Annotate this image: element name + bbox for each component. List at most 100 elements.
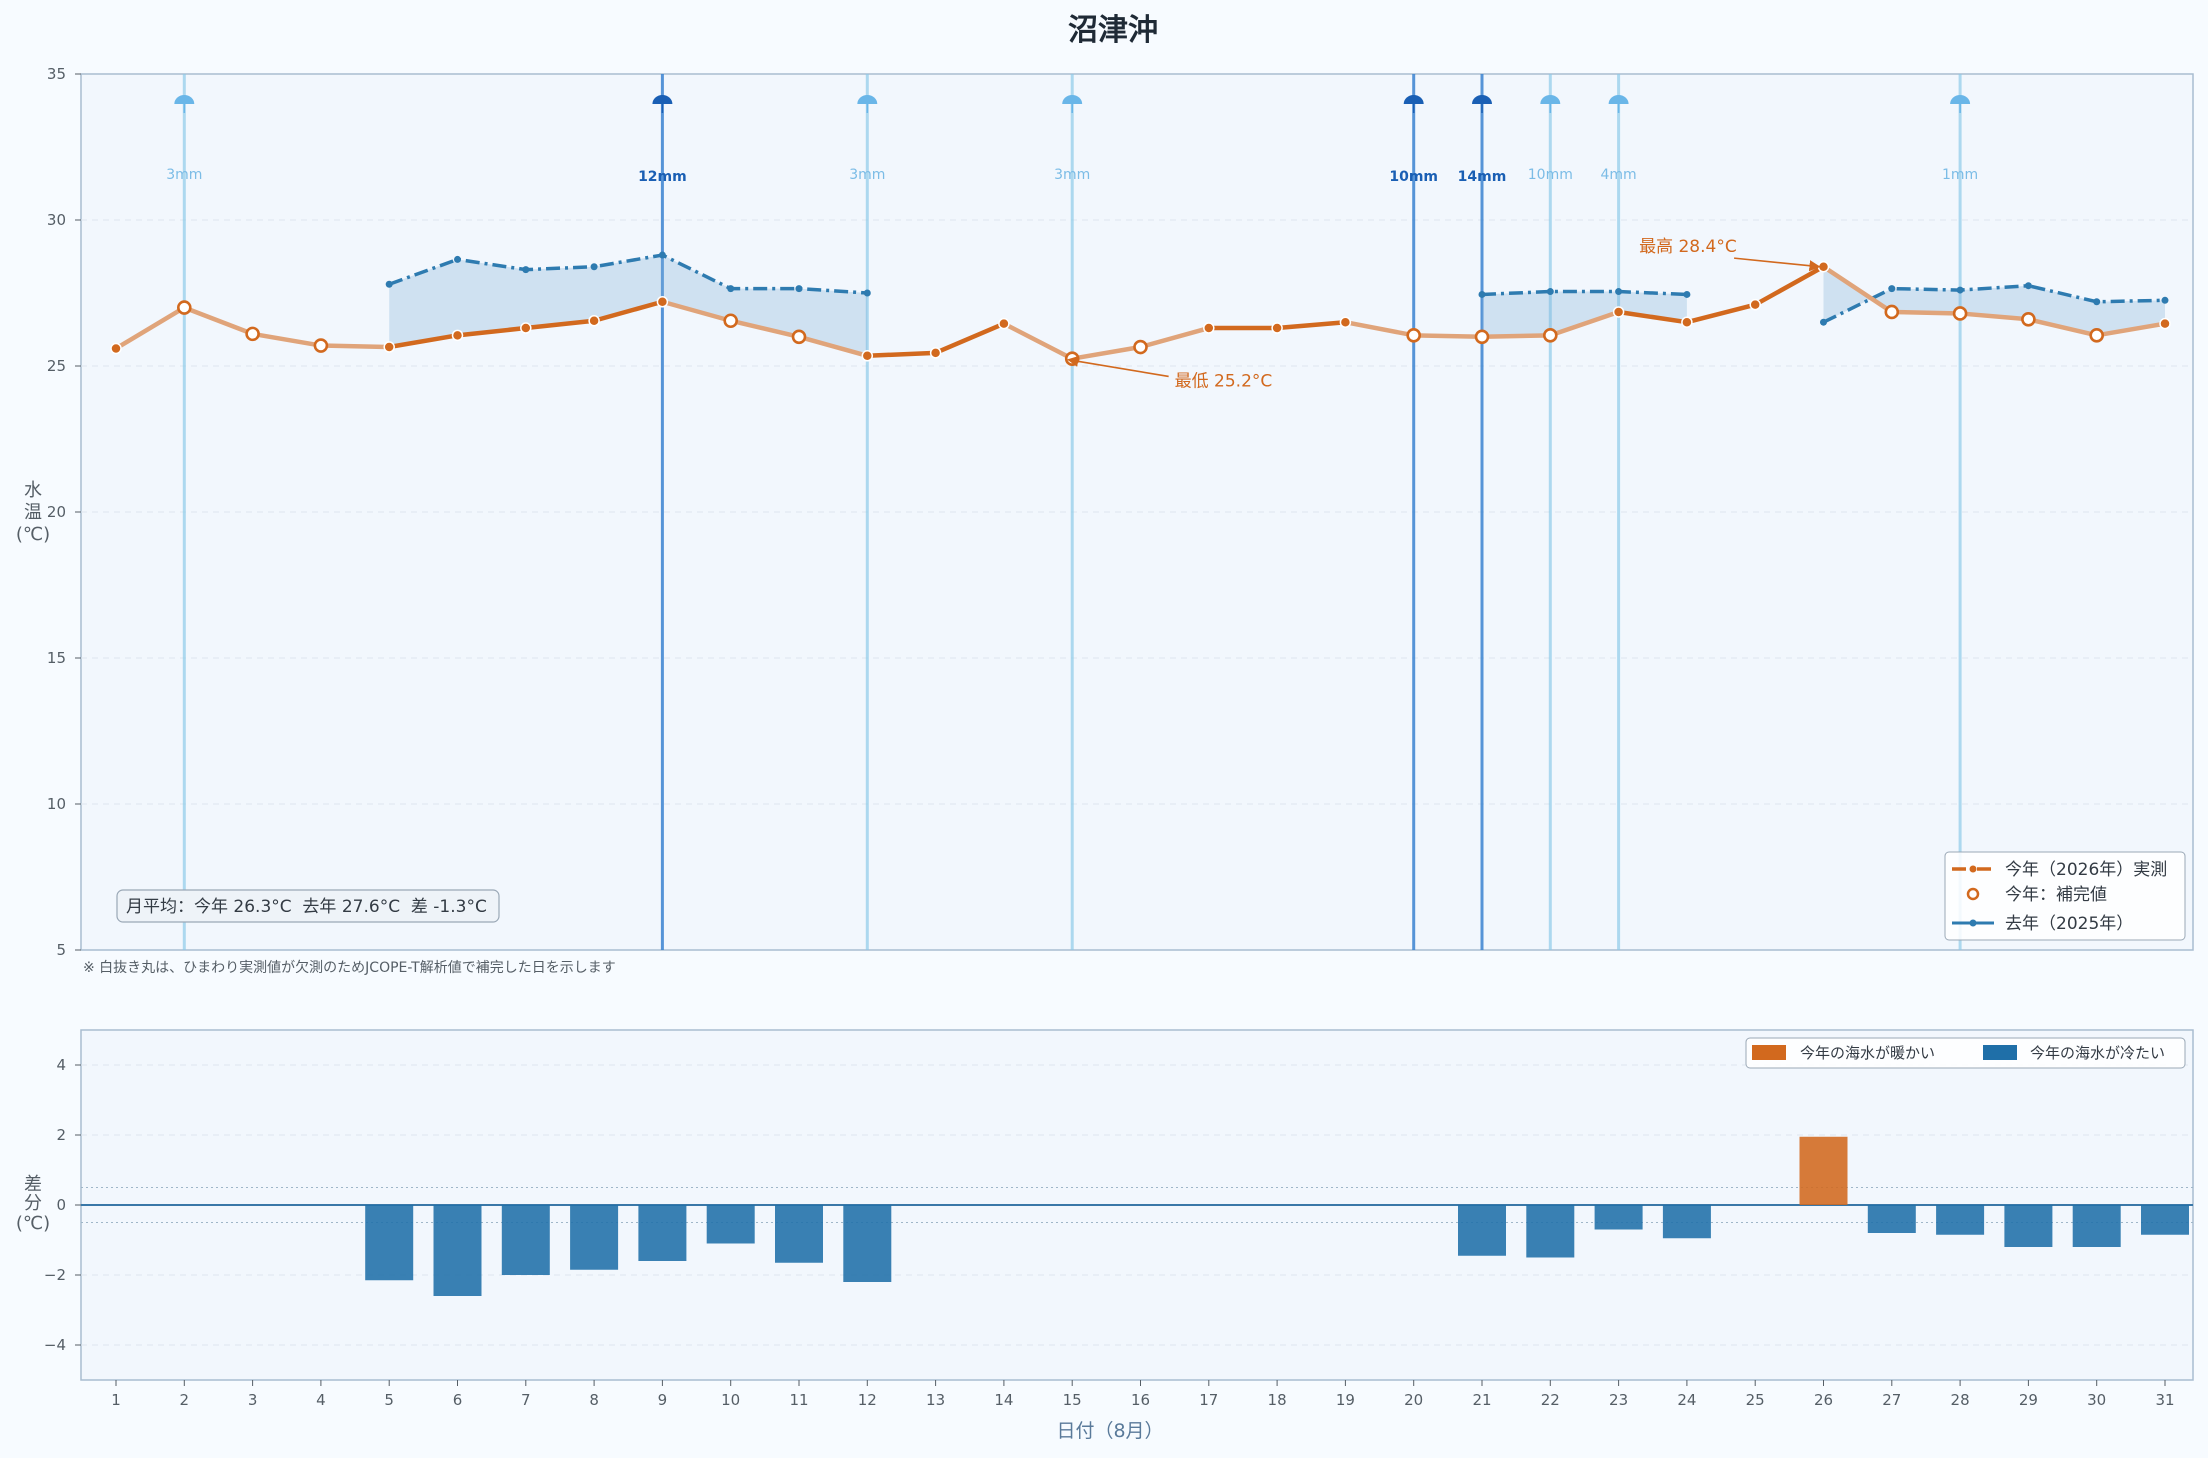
xtick-label: 16 <box>1131 1391 1150 1409</box>
xtick-label: 5 <box>384 1391 394 1409</box>
legend-label-warmer: 今年の海水が暖かい <box>1800 1044 1935 1062</box>
xtick-label: 31 <box>2155 1391 2174 1409</box>
rain-amount-label: 3mm <box>1054 167 1090 183</box>
xtick-label: 26 <box>1814 1391 1833 1409</box>
difference-bar <box>1458 1205 1506 1256</box>
current-series-segment <box>1889 309 1963 316</box>
xtick-label: 25 <box>1746 1391 1765 1409</box>
lastyear-point <box>658 251 666 259</box>
umbrella-icon <box>1062 95 1083 104</box>
current-series-segment <box>1616 309 1690 325</box>
current-series-segment <box>1752 264 1826 307</box>
difference-bar <box>1526 1205 1575 1258</box>
current-series-segment <box>1138 325 1212 350</box>
lastyear-series-line <box>1822 283 2166 324</box>
current-series-segment <box>1343 319 1416 338</box>
rain-amount-label: 12mm <box>638 169 687 185</box>
xtick-label: 21 <box>1472 1391 1491 1409</box>
difference-bar <box>1867 1205 1916 1233</box>
xtick-label: 30 <box>2087 1391 2106 1409</box>
temperature-ytick-label: 20 <box>47 503 66 521</box>
imputed-point <box>1884 304 1900 320</box>
umbrella-icon <box>1540 95 1561 104</box>
lastyear-point <box>795 285 803 293</box>
imputed-point <box>1064 351 1080 367</box>
rain-amount-label: 4mm <box>1601 167 1637 183</box>
lastyear-point <box>2093 298 2101 306</box>
temperature-ylabel-line1: 水 <box>24 480 42 501</box>
x-axis-label: 日付（8月） <box>1056 1420 1163 1442</box>
lastyear-point <box>454 255 461 263</box>
current-series-segment <box>591 299 665 323</box>
temperature-ytick-label: 25 <box>47 357 66 375</box>
lastyear-point <box>1615 288 1623 296</box>
temperature-ytick-label: 15 <box>47 649 66 667</box>
lastyear-point <box>863 289 871 297</box>
current-series-segment <box>318 343 392 350</box>
imputed-point <box>723 313 739 329</box>
difference-bar <box>1662 1205 1711 1239</box>
difference-ytick-label: 4 <box>56 1056 66 1074</box>
actual-point <box>1817 260 1830 273</box>
xtick-label: 1 <box>111 1391 121 1409</box>
actual-point <box>383 341 395 353</box>
difference-bar <box>2141 1205 2189 1235</box>
current-series-segment <box>865 350 938 359</box>
imputed-point <box>177 300 192 315</box>
current-series-segment <box>1684 302 1758 325</box>
actual-point <box>929 347 942 359</box>
current-series-segment <box>182 305 255 337</box>
difference-bar <box>775 1205 823 1263</box>
xtick-label: 19 <box>1336 1391 1355 1409</box>
xtick-label: 7 <box>521 1391 531 1409</box>
xtick-label: 18 <box>1268 1391 1287 1409</box>
current-series-segment <box>1411 333 1485 340</box>
xtick-label: 24 <box>1677 1391 1696 1409</box>
xtick-label: 3 <box>248 1391 258 1409</box>
lastyear-point <box>2024 282 2032 290</box>
actual-point <box>2159 317 2171 330</box>
rain-amount-label: 10mm <box>1528 167 1573 183</box>
xtick-label: 10 <box>721 1391 740 1409</box>
lastyear-series-line <box>1481 289 1687 297</box>
current-series-segment <box>1479 333 1553 340</box>
difference-shaded-area <box>1823 266 2165 336</box>
difference-bar <box>365 1205 414 1281</box>
current-series-segment <box>728 318 802 340</box>
monthly-summary-box: 月平均：今年 26.3°C 去年 27.6°C 差 -1.3°C <box>116 889 500 923</box>
rain-amount-label: 14mm <box>1458 169 1507 185</box>
difference-ytick-label: −2 <box>44 1266 66 1284</box>
umbrella-icon <box>652 95 673 104</box>
xtick-label: 8 <box>589 1391 599 1409</box>
actual-point <box>1612 306 1625 318</box>
difference-bar <box>1594 1205 1643 1230</box>
current-series-segment <box>1821 264 1895 315</box>
difference-bar <box>1936 1205 1985 1235</box>
difference-bar <box>570 1205 619 1270</box>
imputed-point <box>2089 328 2104 343</box>
actual-point <box>1749 298 1761 311</box>
lastyear-series-line <box>388 253 868 295</box>
umbrella-icon <box>174 95 195 104</box>
footnote: ※ 白抜き丸は、ひまわり実測値が欠測のためJCOPE-T解析値で補完した日を示し… <box>83 960 616 976</box>
xtick-label: 6 <box>453 1391 463 1409</box>
xtick-label: 22 <box>1541 1391 1560 1409</box>
xtick-label: 2 <box>180 1391 190 1409</box>
current-series-segment <box>796 334 870 359</box>
imputed-point <box>313 338 329 353</box>
xtick-label: 14 <box>994 1391 1013 1409</box>
current-series-segment <box>2094 321 2168 338</box>
difference-shaded-area <box>1482 291 1687 337</box>
temperature-ytick-label: 5 <box>56 941 66 959</box>
lastyear-point <box>1683 290 1691 298</box>
current-series-segment <box>386 333 460 350</box>
difference-ylabel-line3: (℃) <box>16 1213 50 1234</box>
xtick-label: 27 <box>1882 1391 1901 1409</box>
actual-point <box>451 329 464 342</box>
rain-amount-label: 3mm <box>849 167 885 183</box>
annotation-label: 最高 28.4°C <box>1639 237 1737 257</box>
xtick-label: 11 <box>789 1391 808 1409</box>
umbrella-icon <box>1608 95 1629 104</box>
temperature-legend: 今年（2026年）実測 今年：補完値 去年（2025年） <box>1944 851 2186 941</box>
xtick-label: 13 <box>926 1391 945 1409</box>
